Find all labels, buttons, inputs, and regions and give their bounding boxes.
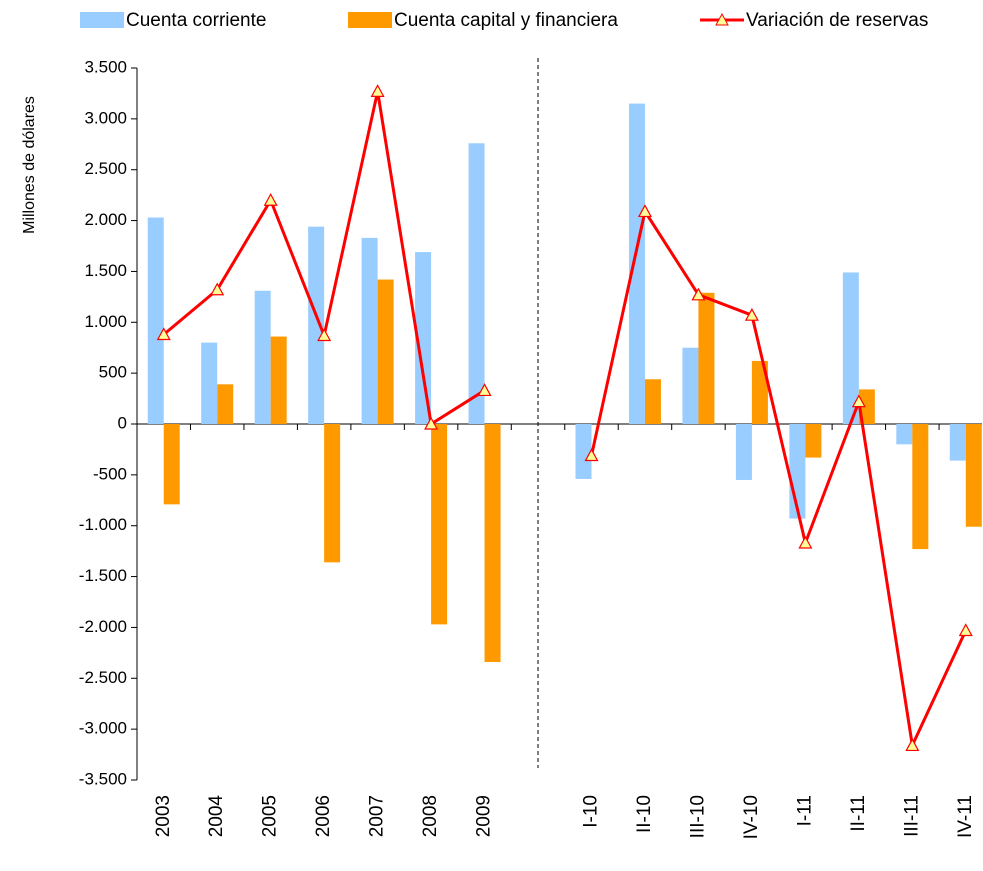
y-tick-label: -1.500	[79, 566, 127, 585]
bar	[361, 237, 378, 424]
bar	[949, 424, 966, 461]
y-tick-label: 1.000	[84, 312, 127, 331]
bar	[735, 424, 752, 480]
bar	[431, 424, 448, 625]
bar	[842, 272, 859, 424]
marker	[905, 738, 920, 752]
y-tick-label: 3.000	[84, 108, 127, 127]
legend-label: Cuenta capital y financiera	[394, 10, 618, 31]
bar	[644, 379, 661, 424]
bar	[377, 279, 394, 424]
marker	[424, 416, 439, 430]
bar	[270, 336, 287, 424]
bar	[682, 347, 699, 424]
bar	[308, 226, 325, 424]
x-tick-label: 2009	[474, 795, 495, 837]
bar	[965, 424, 982, 527]
bar	[217, 384, 234, 424]
bar	[163, 424, 180, 505]
marker	[317, 328, 332, 342]
marker	[958, 623, 973, 637]
marker	[477, 383, 492, 397]
x-tick-label: 2007	[367, 795, 388, 837]
x-tick-label: II-10	[634, 795, 655, 833]
legend-swatch	[80, 12, 124, 28]
marker	[156, 327, 171, 341]
y-tick-label: 2.500	[84, 159, 127, 178]
y-tick-label: -500	[93, 464, 127, 483]
y-tick-label: 3.500	[84, 57, 127, 76]
bar	[575, 424, 592, 479]
y-tick-label: -1.000	[79, 515, 127, 534]
x-tick-label: IV-11	[955, 795, 976, 838]
bar	[254, 290, 271, 424]
x-tick-label: III-10	[687, 795, 708, 838]
y-tick-label: -2.000	[79, 617, 127, 636]
y-axis-title: Millones de dólares	[21, 96, 38, 234]
marker	[798, 535, 813, 549]
marker	[370, 84, 385, 97]
legend-marker	[715, 12, 729, 26]
y-tick-label: 1.500	[84, 261, 127, 280]
x-tick-label: IV-10	[741, 795, 762, 839]
legend-swatch	[348, 12, 392, 28]
x-tick-label: 2004	[206, 795, 227, 838]
x-tick-label: 2003	[153, 795, 174, 837]
bar	[912, 424, 929, 550]
x-tick-label: 2005	[260, 795, 281, 837]
bar	[698, 292, 715, 424]
bar	[805, 424, 822, 458]
bar	[896, 424, 913, 445]
bar	[147, 217, 164, 424]
bar	[484, 424, 501, 663]
bar	[324, 424, 341, 563]
x-tick-label: 2008	[420, 795, 441, 837]
x-tick-label: II-11	[848, 795, 869, 832]
legend-label: Variación de reservas	[746, 10, 928, 31]
bar	[201, 342, 218, 424]
marker	[263, 192, 278, 206]
marker	[637, 204, 652, 218]
x-tick-label: 2006	[313, 795, 334, 837]
x-tick-label: I-11	[794, 795, 815, 826]
y-tick-label: -3.000	[79, 719, 127, 738]
marker	[691, 287, 706, 301]
y-tick-label: -3.500	[79, 769, 127, 788]
y-tick-label: 2.000	[84, 210, 127, 229]
bar	[468, 143, 485, 425]
y-tick-label: -2.500	[79, 668, 127, 687]
marker	[851, 394, 866, 408]
x-tick-label: III-11	[901, 795, 922, 837]
legend-label: Cuenta corriente	[126, 10, 266, 31]
bar	[751, 360, 768, 424]
y-tick-label: 500	[99, 363, 127, 382]
bar	[415, 252, 432, 424]
y-tick-label: 0	[118, 413, 127, 432]
bar	[628, 103, 645, 424]
marker	[584, 448, 599, 462]
x-tick-label: I-10	[581, 795, 602, 828]
bar	[858, 389, 875, 424]
marker	[744, 307, 759, 321]
marker	[210, 282, 225, 296]
